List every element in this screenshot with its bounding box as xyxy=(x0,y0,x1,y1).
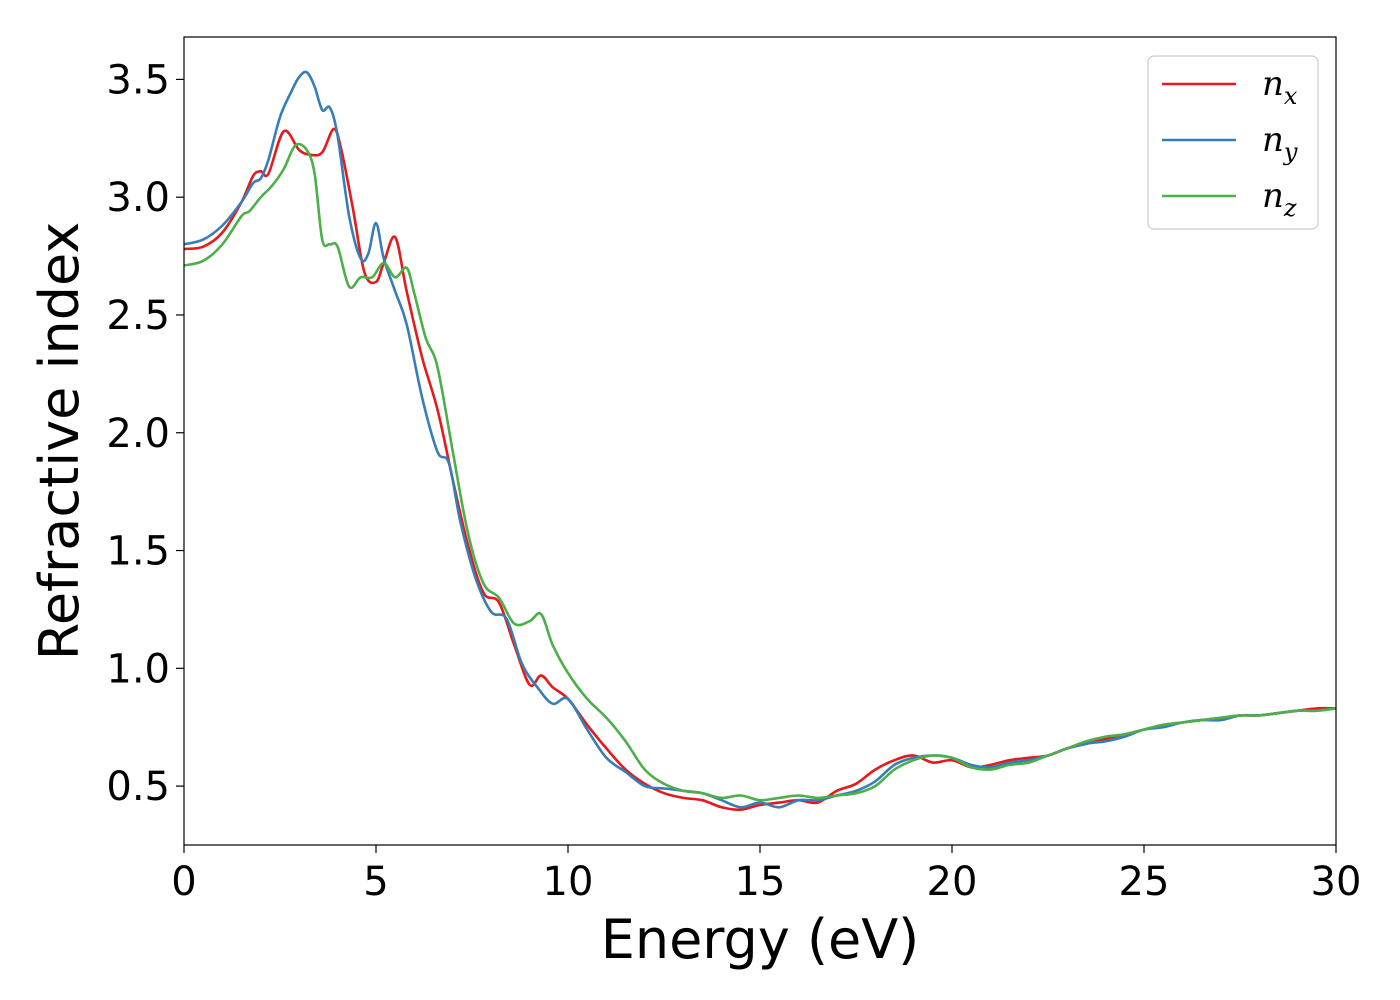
legend-subscript: y xyxy=(1283,138,1298,166)
y-tick-label: 1.5 xyxy=(106,529,170,575)
x-tick-label: 0 xyxy=(171,859,196,905)
x-axis-label: Energy (eV) xyxy=(601,908,920,971)
y-tick-label: 3.0 xyxy=(106,175,170,221)
x-tick-label: 20 xyxy=(927,859,978,905)
x-tick-label: 5 xyxy=(363,859,388,905)
y-tick-label: 2.0 xyxy=(106,411,170,457)
y-tick-label: 0.5 xyxy=(106,764,170,810)
series-line-z xyxy=(183,142,1337,802)
legend-symbol: n xyxy=(1262,120,1284,160)
legend-subscript: x xyxy=(1284,82,1298,110)
legend-label-y: ny xyxy=(1262,120,1298,166)
x-tick-label: 15 xyxy=(735,859,786,905)
plot-area xyxy=(184,37,1336,845)
x-tick-label: 30 xyxy=(1311,859,1362,905)
legend-box xyxy=(1147,55,1319,230)
legend-label-x: nx xyxy=(1262,64,1298,110)
legend-subscript: z xyxy=(1283,194,1297,222)
y-tick-label: 2.5 xyxy=(106,293,170,339)
legend-symbol: n xyxy=(1262,64,1284,104)
x-tick-label: 25 xyxy=(1119,859,1170,905)
y-tick-label: 1.0 xyxy=(106,646,170,692)
x-axis: 0 5 10 15 20 25 30 xyxy=(171,845,1361,905)
series-layer xyxy=(183,70,1337,812)
series-line-y xyxy=(183,70,1337,809)
y-axis-label: Refractive index xyxy=(28,222,91,661)
legend-symbol: n xyxy=(1262,176,1284,216)
legend-label-z: nz xyxy=(1262,176,1297,222)
y-axis: 0.5 1.0 1.5 2.0 2.5 3.0 3.5 xyxy=(106,57,184,810)
y-tick-label: 3.5 xyxy=(106,57,170,103)
x-tick-label: 10 xyxy=(543,859,594,905)
